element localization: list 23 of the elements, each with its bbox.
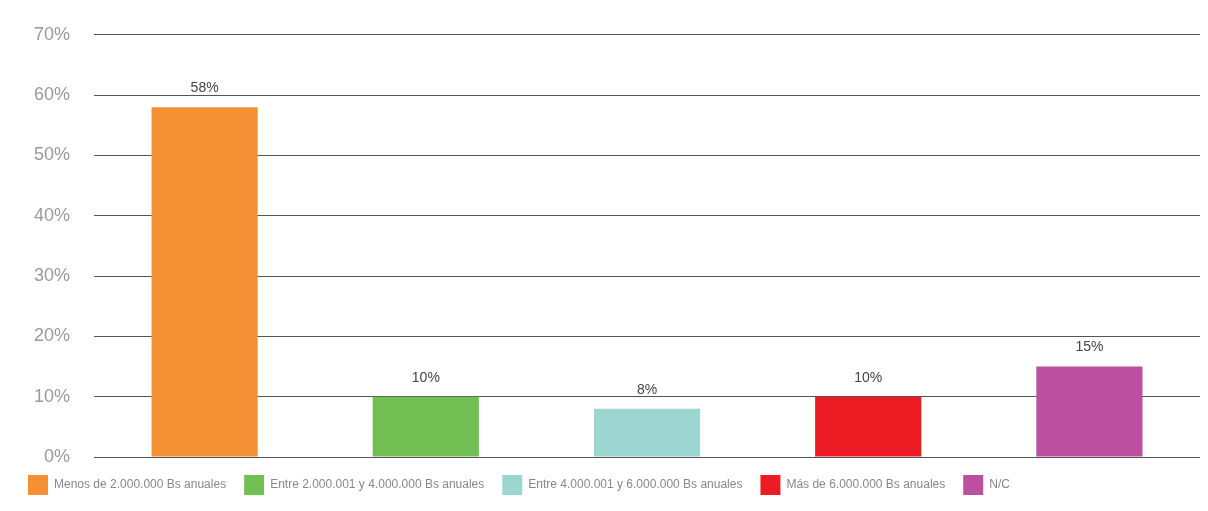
y-tick-label: 70% <box>34 23 71 44</box>
data-label: 10% <box>854 368 883 385</box>
data-label: 15% <box>1075 338 1104 355</box>
data-label: 10% <box>411 368 440 385</box>
bar <box>372 396 479 457</box>
data-label: 8% <box>636 380 658 397</box>
bar <box>815 396 922 457</box>
y-tick-label: 40% <box>34 204 71 225</box>
y-tick-label: 0% <box>44 445 71 466</box>
legend-label: Menos de 2.000.000 Bs anuales <box>54 477 227 492</box>
legend-label: Más de 6.000.000 Bs anuales <box>786 477 946 492</box>
y-tick-label: 50% <box>34 144 71 165</box>
bar <box>1036 366 1143 457</box>
y-tick-label: 60% <box>34 84 71 105</box>
y-tick-label: 10% <box>34 385 71 406</box>
legend-label: N/C <box>989 477 1011 492</box>
y-tick-label: 30% <box>34 265 71 286</box>
data-label: 58% <box>190 79 219 96</box>
legend-label: Entre 2.000.001 y 4.000.000 Bs anuales <box>270 477 485 492</box>
bar <box>593 408 701 457</box>
y-tick-label: 20% <box>34 325 71 346</box>
legend-label: Entre 4.000.001 y 6.000.000 Bs anuales <box>528 477 743 492</box>
bar <box>151 107 258 457</box>
